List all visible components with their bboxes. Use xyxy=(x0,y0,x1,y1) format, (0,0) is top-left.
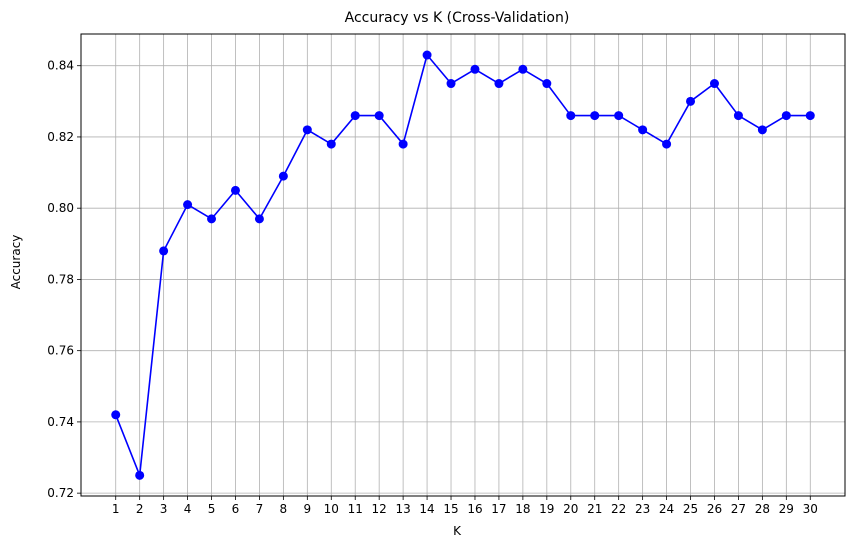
data-point xyxy=(159,246,169,256)
plot-frame xyxy=(80,33,846,497)
x-tick-label: 1 xyxy=(112,502,120,516)
data-point xyxy=(614,111,624,121)
x-tick-label: 16 xyxy=(467,502,482,516)
y-tick-label: 0.76 xyxy=(47,344,74,358)
x-tick-label: 4 xyxy=(184,502,192,516)
data-point xyxy=(470,64,480,74)
x-tick-label: 12 xyxy=(372,502,387,516)
y-axis-label: Accuracy xyxy=(9,235,23,290)
x-tick-label: 2 xyxy=(136,502,144,516)
x-tick-label: 30 xyxy=(803,502,818,516)
grid xyxy=(81,34,845,496)
data-point xyxy=(757,125,767,135)
x-axis-ticks: 1 2 3 4 5 6 7 8 9 10 11 12 13 14 15 16 17 18 19 20 21 22 23 24 2… xyxy=(112,496,818,516)
data-point xyxy=(302,125,312,135)
x-tick-label: 8 xyxy=(280,502,288,516)
data-point xyxy=(494,79,504,89)
data-point xyxy=(686,96,696,106)
x-tick-label: 13 xyxy=(395,502,410,516)
y-tick-label: 0.78 xyxy=(47,272,74,286)
data-point xyxy=(662,139,672,149)
data-point xyxy=(638,125,648,135)
data-point xyxy=(709,79,719,89)
data-point xyxy=(254,214,264,224)
x-tick-label: 3 xyxy=(160,502,168,516)
x-tick-label: 22 xyxy=(611,502,626,516)
x-tick-label: 10 xyxy=(324,502,339,516)
data-point xyxy=(733,111,743,121)
y-tick-label: 0.82 xyxy=(47,130,74,144)
y-tick-label: 0.80 xyxy=(47,201,74,215)
x-tick-label: 15 xyxy=(443,502,458,516)
x-tick-label: 19 xyxy=(539,502,554,516)
x-tick-label: 7 xyxy=(256,502,264,516)
x-tick-label: 21 xyxy=(587,502,602,516)
x-tick-label: 27 xyxy=(731,502,746,516)
data-point xyxy=(542,79,552,89)
y-tick-label: 0.72 xyxy=(47,486,74,500)
data-point xyxy=(446,79,456,89)
x-tick-label: 11 xyxy=(348,502,363,516)
series-line xyxy=(114,54,811,477)
data-point xyxy=(230,185,240,195)
data-point xyxy=(374,111,384,121)
x-tick-label: 26 xyxy=(707,502,722,516)
x-tick-label: 9 xyxy=(304,502,312,516)
data-point xyxy=(350,111,360,121)
chart-title: Accuracy vs K (Cross-Validation) xyxy=(345,10,570,26)
x-tick-label: 24 xyxy=(659,502,674,516)
data-point xyxy=(518,64,528,74)
x-axis-label: K xyxy=(453,524,462,538)
data-point xyxy=(590,111,600,121)
x-tick-label: 29 xyxy=(779,502,794,516)
data-point xyxy=(422,50,432,60)
data-point xyxy=(111,410,121,420)
x-tick-label: 17 xyxy=(491,502,506,516)
x-tick-label: 20 xyxy=(563,502,578,516)
data-point xyxy=(207,214,217,224)
data-point xyxy=(398,139,408,149)
y-tick-label: 0.74 xyxy=(47,415,74,429)
x-tick-label: 25 xyxy=(683,502,698,516)
x-tick-label: 23 xyxy=(635,502,650,516)
data-point xyxy=(566,111,576,121)
x-tick-label: 14 xyxy=(419,502,434,516)
data-point xyxy=(781,111,791,121)
data-point xyxy=(805,111,815,121)
x-tick-label: 5 xyxy=(208,502,216,516)
data-point xyxy=(278,171,288,181)
data-point xyxy=(326,139,336,149)
series-layer xyxy=(111,50,815,480)
data-point xyxy=(135,470,145,480)
x-tick-label: 6 xyxy=(232,502,240,516)
data-point xyxy=(183,200,193,210)
x-tick-label: 28 xyxy=(755,502,770,516)
x-tick-label: 18 xyxy=(515,502,530,516)
y-axis-ticks: 0.72 0.74 0.76 0.78 0.80 0.82 0.84 xyxy=(47,59,81,500)
y-tick-label: 0.84 xyxy=(47,59,74,73)
